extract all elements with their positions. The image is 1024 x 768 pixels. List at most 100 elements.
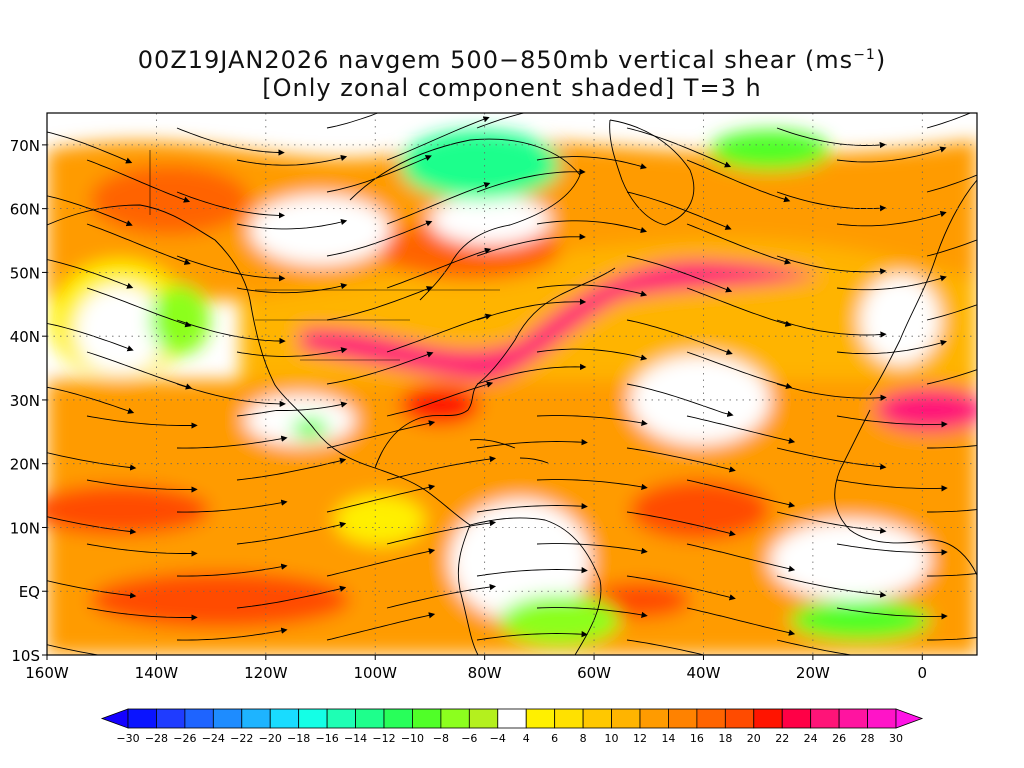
colorbar-swatch (298, 708, 328, 729)
colorbar-label: −22 (230, 732, 253, 745)
colorbar-label: −10 (401, 732, 424, 745)
coastlines (47, 119, 977, 655)
streamline (686, 287, 792, 327)
streamline (836, 146, 947, 163)
lon-label: 40W (687, 664, 721, 682)
streamline (536, 607, 648, 618)
streamline (776, 447, 887, 470)
streamline (476, 631, 588, 641)
streamline (326, 420, 436, 449)
streamline (386, 182, 491, 225)
colorbar-above-arrow (895, 708, 924, 729)
colorbar-label: 26 (832, 732, 846, 745)
colorbar-label: −28 (145, 732, 168, 745)
streamline (626, 127, 732, 168)
lat-label: 10N (10, 519, 40, 537)
colorbar-swatch (525, 708, 556, 729)
streamline (686, 479, 796, 508)
streamline (686, 543, 796, 572)
streamline (927, 637, 977, 641)
streamline (987, 389, 1024, 416)
colorbar-label: 12 (633, 732, 647, 745)
streamline (47, 323, 134, 352)
streamline (536, 479, 648, 490)
streamline (86, 159, 191, 203)
streamline (236, 401, 348, 417)
lat-label: EQ (19, 583, 40, 601)
streamline (47, 131, 133, 164)
streamline (236, 585, 347, 609)
streamline (476, 298, 587, 321)
streamline (326, 612, 436, 641)
colorbar-label: −30 (116, 732, 139, 745)
streamline (86, 607, 198, 621)
streamline (926, 113, 972, 129)
colorbar-swatch (867, 708, 897, 729)
streamline (536, 284, 648, 297)
colorbar-swatch (326, 708, 356, 729)
shading-layer (47, 130, 977, 655)
streamline (926, 174, 977, 193)
streamline (626, 511, 736, 537)
colorbar-label: −6 (461, 732, 477, 745)
longitude-labels: 160W 140W 120W 100W 80W 60W 40W 20W 0 (25, 655, 927, 682)
streamline (176, 435, 288, 449)
colorbar-swatch (468, 708, 499, 729)
colorbar-swatch (497, 708, 527, 729)
map-gridlines (47, 113, 977, 655)
streamline (626, 255, 733, 293)
colorbar: −30 −28 −26 −24 −22 −20 −18 −16 −14 −12 −10 −8 −6 −4 4… (100, 708, 924, 745)
streamline (836, 607, 948, 620)
streamline (987, 119, 1024, 160)
colorbar-swatch (696, 708, 726, 729)
title-suffix: ) (875, 46, 887, 74)
streamline (836, 479, 948, 492)
streamline (47, 452, 137, 471)
streamline (776, 319, 887, 338)
streamline (176, 383, 286, 408)
colorbar-swatch (440, 708, 470, 729)
streamline (686, 223, 792, 265)
streamline (927, 445, 977, 449)
colorbar-label: 28 (861, 732, 875, 745)
streamline (626, 319, 733, 355)
streamline (987, 523, 1024, 544)
latitude-labels: 70N 60N 50N 40N 30N 20N 10N EQ 10S (10, 137, 47, 665)
streamline (776, 575, 887, 598)
streamline (776, 255, 887, 275)
streamline (47, 259, 134, 289)
colorbar-swatch (611, 708, 641, 729)
streamline (836, 339, 948, 355)
colorbar-swatch (781, 708, 812, 729)
colorbar-swatch (269, 708, 300, 729)
streamline (47, 516, 137, 535)
lon-label: 0 (918, 664, 928, 682)
colorbar-swatch (554, 708, 584, 729)
streamline (987, 317, 1024, 352)
streamline (476, 439, 588, 449)
streamlines (47, 113, 1024, 655)
streamline (987, 587, 1024, 608)
lon-label: 60W (577, 664, 611, 682)
streamline (86, 287, 192, 328)
streamline (326, 484, 436, 513)
streamline (47, 386, 135, 414)
streamline (776, 639, 854, 655)
colorbar-label: 16 (690, 732, 704, 745)
streamline (176, 127, 285, 156)
streamline (836, 543, 948, 556)
streamline (326, 220, 433, 257)
streamline (927, 573, 977, 577)
colorbar-label: 10 (605, 732, 619, 745)
streamline (47, 644, 101, 655)
streamline (536, 348, 648, 361)
streamline (386, 116, 490, 161)
streamline (686, 159, 791, 203)
colorbar-label: 4 (523, 732, 530, 745)
streamline (626, 575, 736, 601)
lon-label: 80W (468, 664, 502, 682)
streamline (626, 639, 706, 655)
lon-label: 160W (25, 664, 69, 682)
streamline (326, 286, 433, 321)
